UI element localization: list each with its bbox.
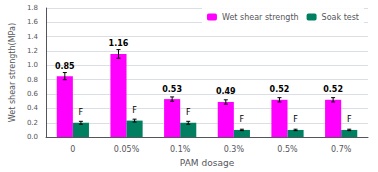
- svg-text:0.52: 0.52: [270, 85, 290, 94]
- svg-text:1.4: 1.4: [27, 33, 39, 41]
- svg-text:Soak test: Soak test: [322, 13, 359, 22]
- svg-text:0.1%: 0.1%: [170, 145, 191, 154]
- svg-text:F: F: [293, 115, 298, 124]
- svg-text:1.0: 1.0: [27, 61, 38, 69]
- svg-text:0.2: 0.2: [27, 119, 38, 127]
- svg-text:F: F: [347, 115, 352, 124]
- svg-text:1.8: 1.8: [27, 4, 38, 12]
- svg-text:0: 0: [70, 145, 75, 154]
- svg-text:F: F: [186, 108, 191, 117]
- svg-text:0.49: 0.49: [216, 87, 236, 96]
- svg-text:Wet shear strength: Wet shear strength: [222, 13, 299, 22]
- svg-text:F: F: [132, 106, 137, 115]
- svg-text:1.16: 1.16: [109, 39, 129, 48]
- svg-text:Wet shear strength(MPa): Wet shear strength(MPa): [8, 23, 17, 122]
- svg-text:0.85: 0.85: [55, 62, 75, 71]
- svg-text:F: F: [240, 115, 245, 124]
- svg-text:1.6: 1.6: [27, 18, 39, 26]
- svg-text:0.52: 0.52: [323, 85, 343, 94]
- svg-text:0.8: 0.8: [27, 76, 38, 84]
- svg-text:0.05%: 0.05%: [114, 145, 140, 154]
- svg-text:0.3%: 0.3%: [224, 145, 245, 154]
- svg-text:0.7%: 0.7%: [331, 145, 352, 154]
- svg-text:0.53: 0.53: [162, 85, 182, 94]
- svg-text:0.5%: 0.5%: [277, 145, 298, 154]
- svg-text:PAM dosage: PAM dosage: [180, 158, 235, 168]
- svg-text:0.4: 0.4: [27, 104, 39, 112]
- svg-text:F: F: [79, 108, 84, 117]
- svg-text:0.6: 0.6: [27, 90, 39, 98]
- svg-text:1.2: 1.2: [27, 47, 38, 55]
- svg-text:0.0: 0.0: [27, 133, 38, 141]
